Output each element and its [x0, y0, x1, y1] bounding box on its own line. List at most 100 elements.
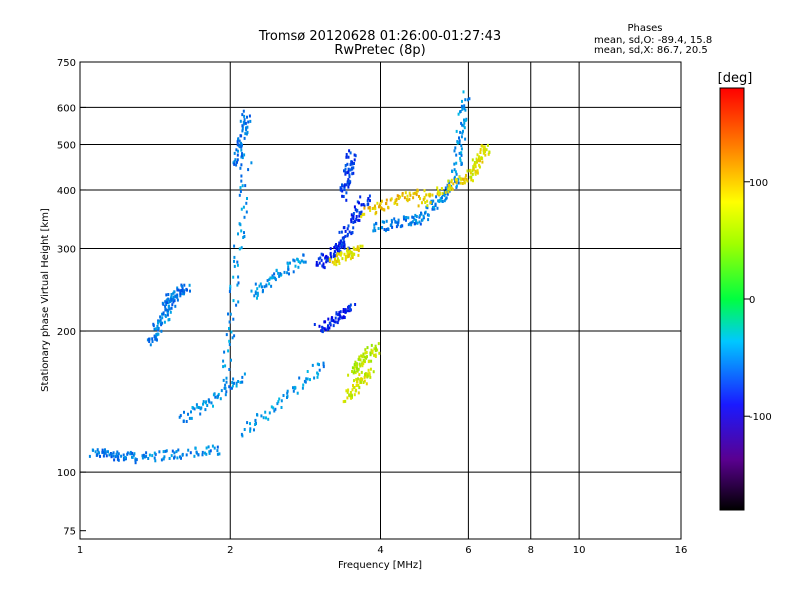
- data-point: [357, 383, 360, 387]
- data-point: [183, 290, 186, 294]
- data-point: [210, 401, 213, 405]
- data-point: [326, 259, 329, 263]
- data-point: [361, 364, 364, 368]
- colorbar-ticks: 100 0 -100: [744, 178, 772, 423]
- data-point: [353, 386, 356, 389]
- data-point: [396, 223, 399, 227]
- data-point: [225, 390, 228, 394]
- data-point: [356, 363, 359, 367]
- data-point: [415, 193, 418, 197]
- data-point: [116, 457, 119, 461]
- data-point: [340, 245, 343, 249]
- colorbar-tick-label: 0: [749, 295, 755, 306]
- data-point: [419, 197, 421, 201]
- data-point: [233, 381, 235, 385]
- data-point: [369, 351, 372, 355]
- data-point: [197, 453, 200, 457]
- data-point: [286, 389, 289, 393]
- data-point: [338, 262, 341, 265]
- data-point: [337, 313, 340, 317]
- data-point: [254, 418, 257, 422]
- data-point: [256, 413, 258, 417]
- data-point: [366, 355, 368, 359]
- data-point: [129, 452, 132, 456]
- data-point: [332, 324, 335, 328]
- data-point: [348, 179, 351, 183]
- data-point: [455, 181, 458, 184]
- data-point: [360, 210, 363, 214]
- data-point: [444, 186, 447, 190]
- data-point: [216, 445, 219, 449]
- data-point: [166, 301, 168, 305]
- data-point: [123, 456, 125, 460]
- data-point: [322, 265, 325, 269]
- data-point: [277, 400, 280, 404]
- data-point: [405, 198, 408, 201]
- data-point: [408, 191, 411, 195]
- data-point: [391, 225, 394, 229]
- data-point: [359, 364, 362, 368]
- data-point: [421, 201, 423, 205]
- data-point: [416, 188, 419, 192]
- data-point: [410, 221, 413, 225]
- data-point: [483, 151, 485, 154]
- data-point: [401, 224, 404, 228]
- data-point: [351, 256, 354, 259]
- data-point: [478, 157, 480, 160]
- data-point: [448, 184, 451, 188]
- data-point: [228, 290, 231, 293]
- data-point: [175, 450, 178, 454]
- data-point: [245, 210, 248, 214]
- chart-title: Tromsø 20120628 01:26:00-01:27:43: [258, 29, 501, 44]
- data-point: [243, 153, 246, 157]
- data-point: [457, 177, 460, 181]
- data-point: [145, 454, 148, 458]
- data-point: [349, 396, 352, 400]
- y-tick-label: 200: [57, 327, 76, 338]
- data-point: [306, 370, 309, 373]
- data-point: [409, 193, 412, 197]
- data-point: [463, 126, 466, 130]
- data-point: [360, 213, 363, 217]
- data-point: [153, 335, 156, 338]
- data-point: [228, 343, 231, 346]
- data-point: [241, 380, 244, 384]
- data-point: [346, 396, 349, 400]
- data-point: [238, 193, 241, 197]
- data-point: [350, 161, 353, 164]
- data-point: [487, 152, 490, 156]
- data-point: [170, 295, 173, 299]
- data-point: [349, 163, 352, 167]
- data-point: [447, 190, 450, 194]
- data-point: [346, 309, 349, 313]
- data-point: [237, 380, 240, 383]
- data-point: [245, 126, 248, 130]
- x-tick-label: 4: [377, 545, 383, 556]
- y-tick-label: 500: [57, 141, 76, 152]
- data-point: [167, 318, 170, 322]
- data-point: [397, 218, 400, 222]
- data-point: [185, 453, 188, 457]
- data-point: [241, 113, 244, 117]
- data-point: [461, 182, 464, 185]
- data-point: [117, 455, 120, 459]
- data-point: [183, 410, 185, 414]
- data-point: [459, 181, 462, 185]
- data-point: [235, 163, 238, 167]
- data-point: [240, 179, 243, 183]
- data-point: [441, 192, 444, 195]
- data-point: [287, 267, 290, 271]
- data-point: [354, 154, 357, 158]
- data-point: [91, 448, 94, 452]
- data-point: [340, 230, 343, 234]
- data-point: [103, 451, 106, 455]
- data-point: [256, 292, 259, 296]
- data-point: [353, 252, 356, 256]
- data-point: [176, 456, 179, 460]
- data-point: [222, 365, 225, 369]
- data-point: [460, 161, 463, 165]
- data-point: [342, 310, 345, 313]
- data-point: [170, 297, 173, 301]
- data-point: [244, 184, 247, 188]
